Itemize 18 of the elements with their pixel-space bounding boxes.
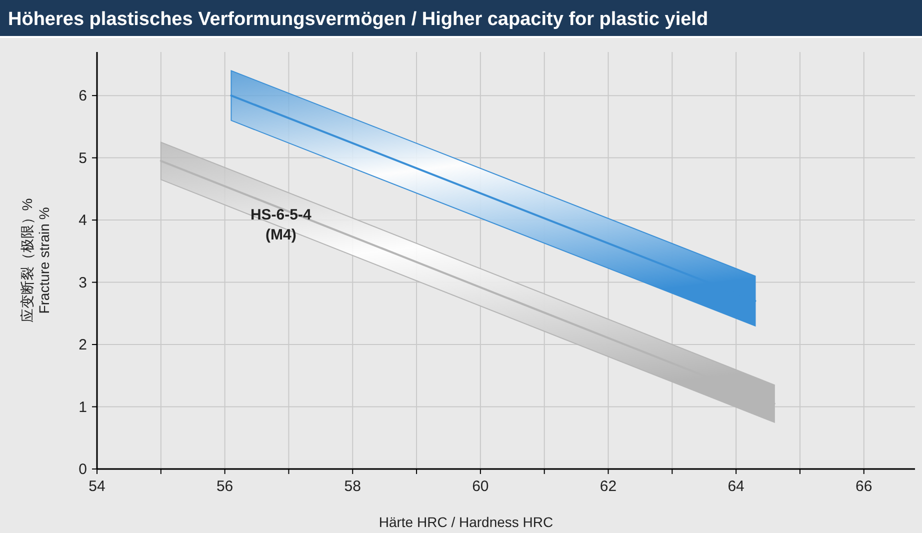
y-tick-label: 5: [78, 150, 87, 167]
y-tick-label: 4: [78, 212, 87, 230]
x-axis-title: Härte HRC / Hardness HRC: [378, 514, 554, 530]
y-tick-label: 6: [78, 88, 87, 105]
chart-title: Höheres plastisches Verformungsvermögen / Higher capacity for plastic yield: [8, 9, 708, 30]
y-tick-label: 0: [78, 461, 87, 478]
x-tick-label: 58: [344, 478, 361, 495]
x-tick-label: 54: [88, 478, 106, 495]
x-tick-label: 64: [728, 478, 744, 495]
y-tick-label: 2: [78, 336, 87, 354]
x-tick-label: 56: [216, 478, 234, 495]
x-tick-label: 62: [600, 478, 617, 495]
y-tick-label: 1: [78, 398, 87, 416]
y-axis-title: 应变断裂（极限）% Fracture strain %: [19, 198, 52, 323]
y-tick-label: 3: [78, 274, 87, 292]
series-label: HS-6-5-4 (M4): [250, 206, 312, 244]
x-tick-label: 60: [472, 478, 489, 495]
x-tick-label: 66: [856, 478, 872, 495]
